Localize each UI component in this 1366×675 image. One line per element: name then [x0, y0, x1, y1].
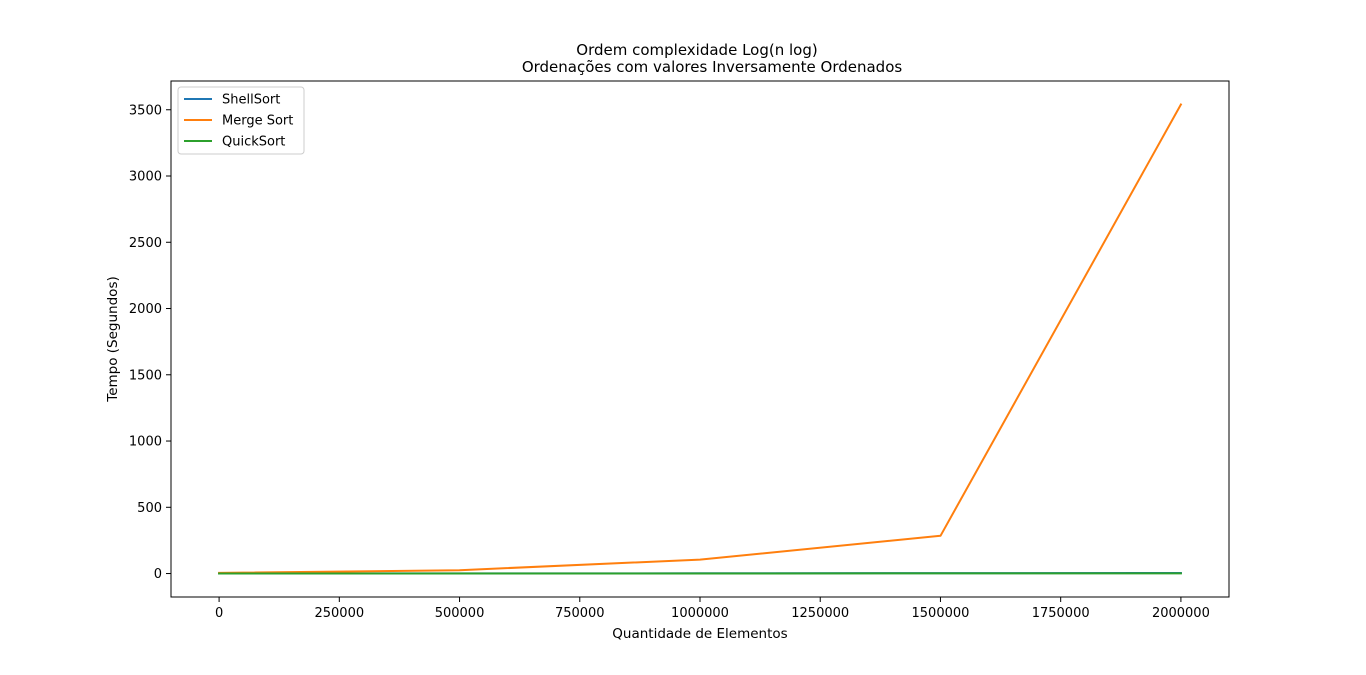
y-tick-label: 0	[154, 567, 162, 582]
x-axis-label: Quantidade de Elementos	[612, 626, 787, 642]
y-tick-label: 2500	[129, 236, 162, 251]
y-tick-label: 3500	[129, 103, 162, 118]
chart-title: Ordem complexidade Log(n log)	[576, 41, 817, 59]
x-tick-label: 1750000	[1032, 606, 1090, 621]
x-tick-label: 750000	[555, 606, 605, 621]
y-tick-label: 3000	[129, 170, 162, 185]
legend-label: Merge Sort	[222, 114, 293, 129]
x-tick-label: 2000000	[1152, 606, 1210, 621]
legend-label: QuickSort	[222, 135, 285, 150]
x-tick-label: 0	[215, 606, 223, 621]
legend: ShellSort Merge Sort QuickSort	[178, 87, 304, 154]
x-tick-label: 250000	[314, 606, 364, 621]
series-layer	[219, 105, 1181, 574]
plot-frame	[171, 81, 1229, 597]
series-line-merge-sort	[219, 105, 1181, 573]
y-tick-label: 2000	[129, 302, 162, 317]
y-axis-ticks: 0 500 1000 1500 2000 2500 3000 3500	[129, 103, 171, 582]
x-tick-label: 1000000	[671, 606, 729, 621]
x-axis-ticks: 0 250000 500000 750000 1000000 1250000 1500000…	[215, 597, 1210, 621]
x-tick-label: 1500000	[912, 606, 970, 621]
chart-subtitle: Ordenações com valores Inversamente Orde…	[522, 58, 903, 76]
y-tick-label: 500	[137, 501, 162, 516]
legend-label: ShellSort	[222, 93, 280, 108]
y-tick-label: 1000	[129, 435, 162, 450]
x-tick-label: 1250000	[791, 606, 849, 621]
y-tick-label: 1500	[129, 368, 162, 383]
x-tick-label: 500000	[435, 606, 485, 621]
y-axis-label: Tempo (Segundos)	[105, 276, 121, 402]
